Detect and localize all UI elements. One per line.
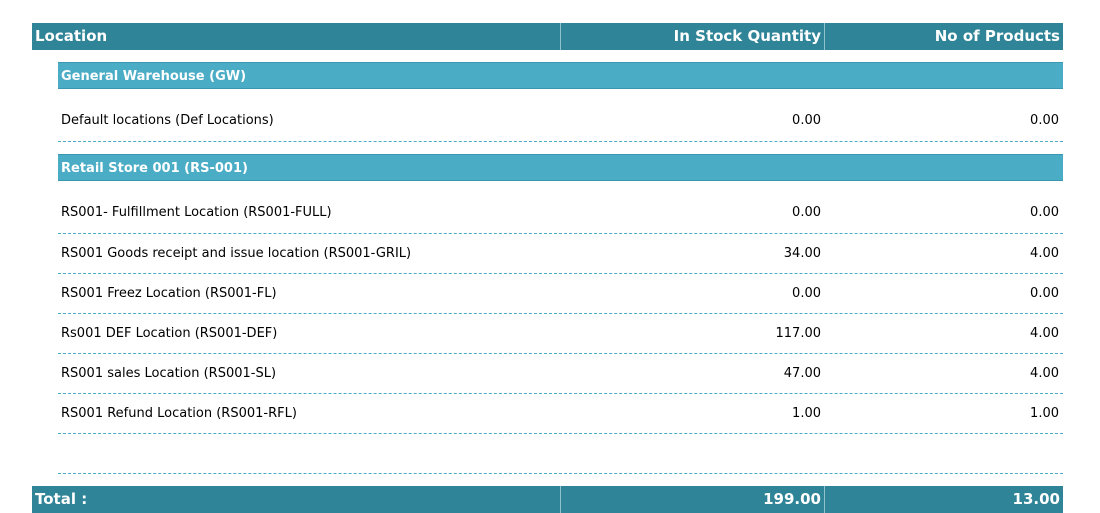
row-quantity: 34.00 [783,246,821,261]
table-header-row: Location In Stock Quantity No of Product… [32,23,1063,50]
row-quantity: 117.00 [775,326,822,341]
warehouse-group: Retail Store 001 (RS-001) RS001- Fulfill… [58,154,1063,474]
table-total-row: Total : 199.00 13.00 [32,486,1063,513]
table-row[interactable] [58,434,1063,474]
table-row[interactable]: RS001 Refund Location (RS001-RFL) 1.00 1… [58,394,1063,434]
row-products: 0.00 [1030,113,1059,128]
row-location: RS001- Fulfillment Location (RS001-FULL) [61,205,332,220]
table-row[interactable]: RS001- Fulfillment Location (RS001-FULL)… [58,181,1063,234]
header-location[interactable]: Location [35,27,108,45]
row-products: 0.00 [1030,286,1059,301]
warehouse-group: General Warehouse (GW) Default locations… [58,62,1063,142]
row-products [824,434,1063,473]
table-row[interactable]: Rs001 DEF Location (RS001-DEF) 117.00 4.… [58,314,1063,354]
row-products: 4.00 [1030,246,1059,261]
warehouse-group-header[interactable]: Retail Store 001 (RS-001) [58,154,1063,181]
row-location: RS001 sales Location (RS001-SL) [61,366,277,381]
warehouse-group-header[interactable]: General Warehouse (GW) [58,62,1063,89]
table-row[interactable]: RS001 Freez Location (RS001-FL) 0.00 0.0… [58,274,1063,314]
header-no-of-products[interactable]: No of Products [824,23,1063,50]
row-quantity: 0.00 [792,205,821,220]
row-location: Rs001 DEF Location (RS001-DEF) [61,326,278,341]
row-location: Default locations (Def Locations) [61,113,274,128]
total-quantity: 199.00 [560,486,824,513]
total-label: Total : [35,490,88,508]
stock-report-table: Location In Stock Quantity No of Product… [32,23,1063,513]
row-products: 1.00 [1030,406,1059,421]
table-row[interactable]: RS001 sales Location (RS001-SL) 47.00 4.… [58,354,1063,394]
total-section: Total : 199.00 13.00 [32,486,1063,513]
table-row[interactable]: RS001 Goods receipt and issue location (… [58,234,1063,274]
row-products: 4.00 [1030,366,1059,381]
total-products: 13.00 [824,486,1063,513]
row-quantity: 1.00 [792,406,821,421]
row-quantity: 0.00 [792,113,821,128]
row-products: 4.00 [1030,326,1059,341]
row-quantity: 47.00 [783,366,821,381]
row-location: RS001 Freez Location (RS001-FL) [61,286,277,301]
row-quantity [560,434,824,473]
row-quantity: 0.00 [792,286,821,301]
row-location: RS001 Refund Location (RS001-RFL) [61,406,297,421]
table-row[interactable]: Default locations (Def Locations) 0.00 0… [58,89,1063,142]
row-location: RS001 Goods receipt and issue location (… [61,246,412,261]
row-location [58,434,560,473]
header-in-stock-quantity[interactable]: In Stock Quantity [560,23,824,50]
row-products: 0.00 [1030,205,1059,220]
